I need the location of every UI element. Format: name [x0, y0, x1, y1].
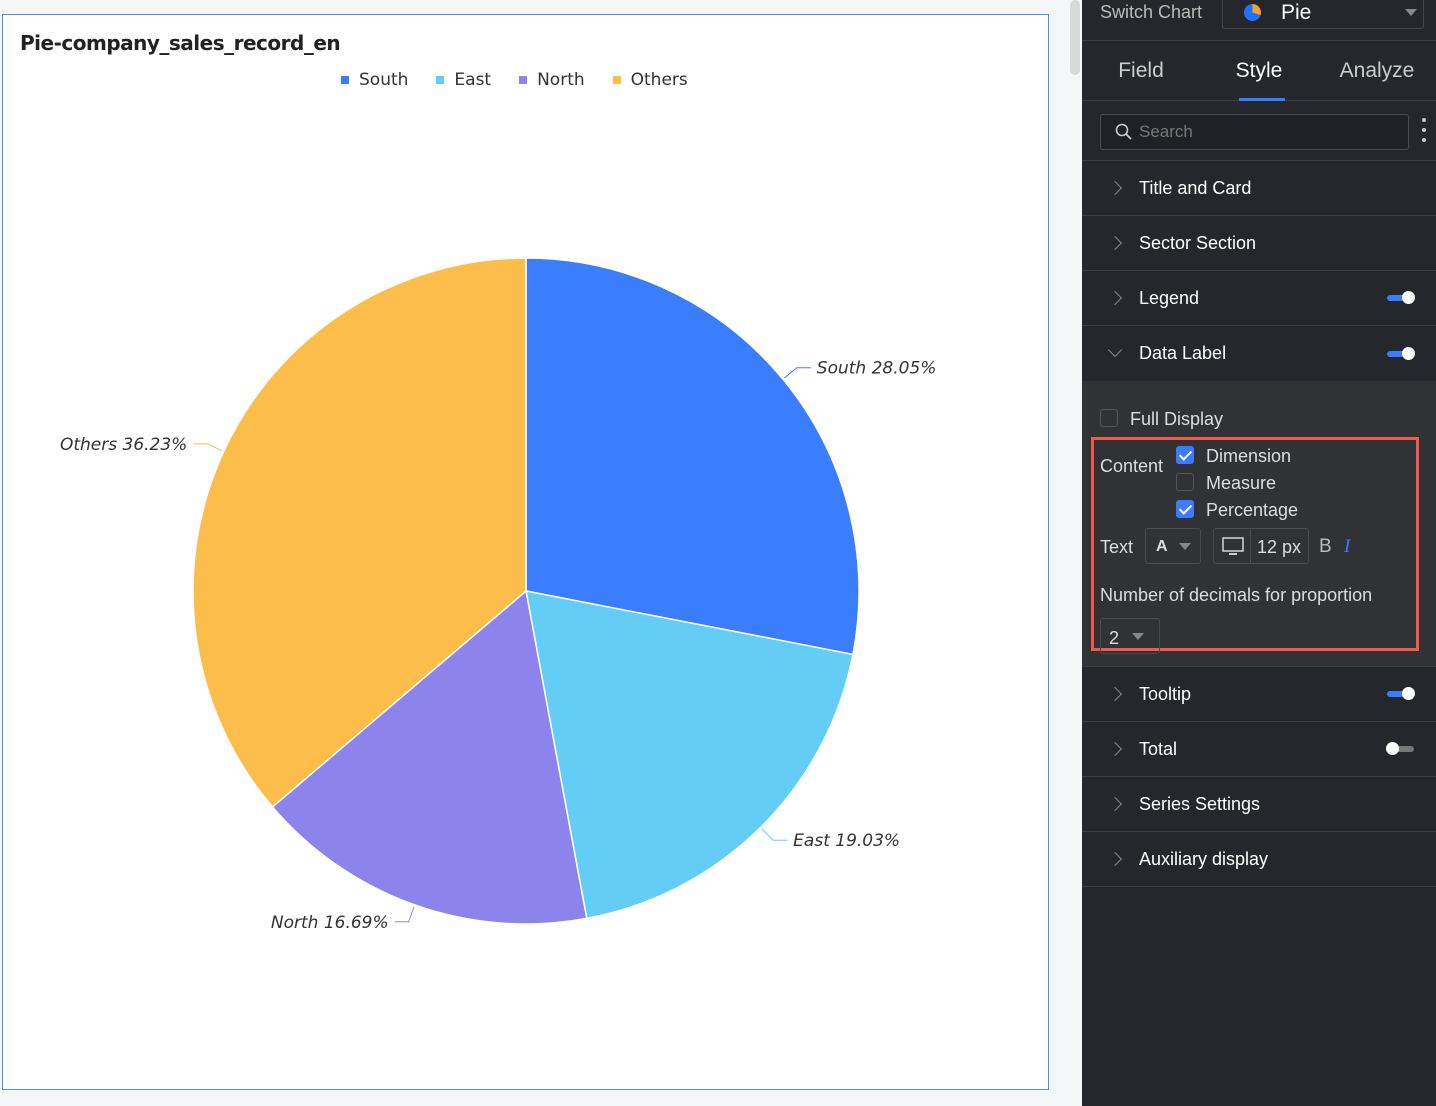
chevron-right-icon [1107, 290, 1123, 306]
data-label: North 16.69% [271, 913, 389, 933]
data-label: East 19.03% [793, 831, 900, 851]
font-size-input[interactable]: 12 px [1213, 528, 1309, 564]
tab-analyze[interactable]: Analyze [1339, 59, 1415, 82]
chart-card: South 28.05% East 19.03% North 16.69% Other… [2, 14, 1049, 1090]
legend-label: North [537, 70, 585, 90]
dimension-checkbox[interactable] [1176, 446, 1194, 464]
measure-label: Measure [1206, 473, 1277, 493]
data-label: Others 36.23% [60, 435, 187, 455]
label-leader-line [193, 443, 223, 452]
data-label-toggle[interactable] [1387, 346, 1415, 360]
legend-item-east[interactable]: East [436, 70, 491, 90]
decimals-value: 2 [1109, 628, 1120, 648]
full-display-checkbox[interactable] [1100, 409, 1118, 427]
legend-toggle[interactable] [1387, 291, 1415, 304]
bold-button[interactable]: B [1319, 536, 1332, 557]
highlight-box [1091, 437, 1419, 651]
chevron-right-icon [1107, 796, 1123, 812]
tab-bar: Field Style Analyze [1082, 41, 1436, 101]
chart-title: Pie-company_sales_record_en [20, 31, 341, 55]
chevron-down-icon [1107, 342, 1123, 358]
legend-label: Others [630, 70, 688, 90]
data-label-settings: Full Display Content Dimension Measure P… [1082, 381, 1436, 667]
section-data-label[interactable]: Data Label [1082, 326, 1436, 381]
percentage-checkbox[interactable] [1176, 500, 1194, 518]
label-leader-line [761, 828, 788, 841]
section-title-and-card[interactable]: Title and Card [1082, 161, 1436, 216]
pie-chart-icon [1244, 4, 1261, 21]
data-label: South 28.05% [817, 359, 937, 379]
search-input[interactable]: Search [1100, 114, 1409, 150]
pie-slice-north[interactable] [271, 589, 588, 925]
text-label: Text [1100, 537, 1134, 557]
switch-chart-label: Switch Chart [1100, 2, 1203, 22]
legend-swatch [519, 76, 528, 84]
chevron-right-icon [1107, 851, 1123, 867]
pie-slice-east[interactable] [525, 590, 854, 920]
caret-down-icon [1405, 9, 1417, 16]
section-sector[interactable]: Sector Section [1082, 216, 1436, 271]
legend-item-south[interactable]: South [341, 70, 408, 90]
search-icon [1115, 123, 1132, 140]
total-toggle[interactable] [1386, 742, 1414, 755]
pie-slice-others[interactable] [192, 257, 527, 809]
pie-chart: South 28.05% East 19.03% North 16.69% Other… [60, 257, 937, 933]
decimals-select[interactable]: 2 [1100, 618, 1160, 654]
label-leader-line [394, 906, 415, 923]
legend-label: South [359, 70, 409, 90]
section-legend[interactable]: Legend [1082, 271, 1436, 326]
chart-type-value: Pie [1281, 0, 1312, 24]
measure-checkbox[interactable] [1176, 473, 1194, 491]
section-tooltip[interactable]: Tooltip [1082, 667, 1436, 722]
section-auxiliary-display[interactable]: Auxiliary display [1082, 832, 1436, 887]
percentage-label: Percentage [1206, 500, 1299, 520]
legend-label: East [454, 70, 492, 90]
legend-swatch [341, 76, 349, 84]
font-size-value: 12 px [1257, 537, 1302, 557]
full-display-label: Full Display [1130, 409, 1224, 429]
italic-button[interactable]: I [1344, 536, 1351, 557]
font-color-glyph: A [1156, 538, 1168, 555]
caret-down-icon [1132, 633, 1144, 640]
legend-item-north[interactable]: North [519, 70, 585, 90]
chevron-right-icon [1107, 741, 1123, 757]
tab-field[interactable]: Field [1118, 59, 1164, 82]
pie-slice-south[interactable] [525, 257, 860, 656]
settings-panel: Switch Chart Pie Field Style Analyze Sea… [1082, 0, 1436, 1106]
label-leader-line [784, 367, 811, 379]
chart-type-select[interactable]: Pie [1222, 0, 1424, 29]
legend: South East North Others [341, 70, 716, 90]
chevron-right-icon [1107, 180, 1123, 196]
legend-swatch [612, 76, 621, 84]
legend-swatch [436, 76, 445, 84]
more-options-icon[interactable] [1422, 118, 1426, 148]
decimals-label: Number of decimals for proportion [1100, 585, 1373, 605]
caret-down-icon [1179, 543, 1191, 550]
tooltip-toggle[interactable] [1387, 687, 1415, 700]
font-color-select[interactable]: A [1145, 528, 1201, 564]
scrollbar[interactable] [1070, 0, 1080, 75]
chevron-right-icon [1107, 686, 1123, 702]
dimension-label: Dimension [1206, 446, 1292, 466]
tab-style[interactable]: Style [1200, 41, 1318, 100]
section-total[interactable]: Total [1082, 722, 1436, 777]
chevron-right-icon [1107, 235, 1123, 251]
legend-item-others[interactable]: Others [612, 70, 688, 90]
section-series-settings[interactable]: Series Settings [1082, 777, 1436, 832]
content-label: Content [1100, 456, 1164, 476]
monitor-icon [1222, 537, 1244, 555]
